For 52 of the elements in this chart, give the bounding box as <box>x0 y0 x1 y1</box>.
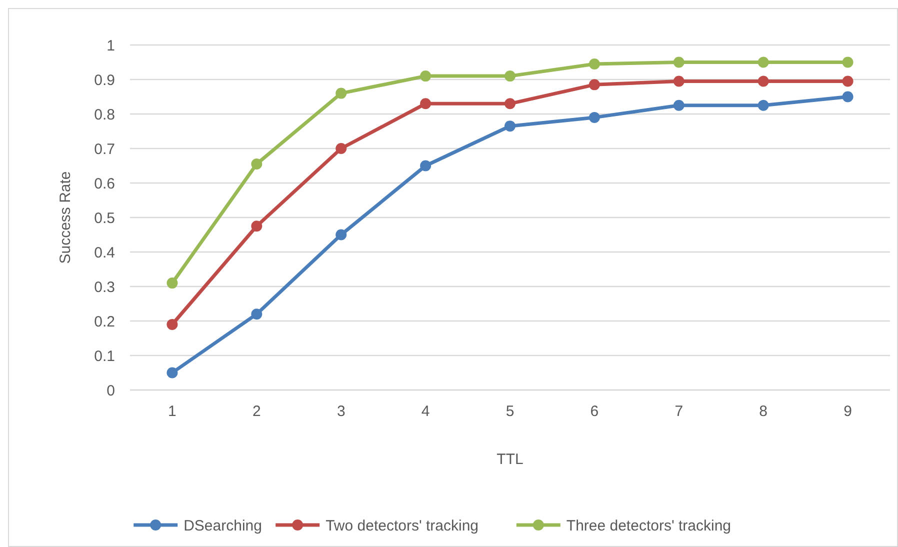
point <box>166 367 178 378</box>
point <box>251 220 262 232</box>
point <box>842 76 854 87</box>
point <box>420 70 432 82</box>
point <box>588 58 600 70</box>
point <box>673 76 684 87</box>
y-tick-label: 0.7 <box>94 140 115 158</box>
point <box>336 88 347 99</box>
y-tick-label: 0.2 <box>94 313 115 330</box>
y-tick-label: 0.1 <box>94 348 115 365</box>
x-tick-label: 1 <box>168 403 176 420</box>
point <box>420 160 432 172</box>
x-tick-label: 8 <box>759 403 768 420</box>
point <box>758 76 769 87</box>
point <box>673 100 684 111</box>
point <box>504 120 516 132</box>
x-tick-label: 6 <box>590 403 599 420</box>
point <box>251 308 262 320</box>
y-tick-label: 0.4 <box>94 244 115 262</box>
y-tick-label: 0.6 <box>94 175 115 192</box>
y-tick-label: 0.5 <box>94 210 115 227</box>
point <box>758 56 769 68</box>
point <box>588 79 600 90</box>
point <box>588 112 600 123</box>
point <box>336 229 347 240</box>
x-tick-label: 5 <box>506 403 514 420</box>
x-tick-label: 4 <box>421 403 430 420</box>
point <box>336 143 347 154</box>
y-axis-title: Success Rate <box>57 171 74 264</box>
y-tick-label: 1 <box>106 37 115 54</box>
point <box>842 91 854 102</box>
point <box>673 56 684 68</box>
point <box>842 56 854 68</box>
point <box>251 158 262 170</box>
point <box>504 98 516 110</box>
x-tick-label: 2 <box>252 403 261 420</box>
point <box>758 100 769 111</box>
x-tick-label: 3 <box>336 403 346 420</box>
y-tick-label: 0.9 <box>94 72 115 89</box>
x-axis-title: TTL <box>496 451 524 468</box>
legend-label: Two detectors' tracking <box>326 517 479 534</box>
y-tick-label: 0 <box>106 382 115 400</box>
point <box>166 318 178 330</box>
point <box>504 70 516 82</box>
y-tick-label: 0.3 <box>94 278 115 296</box>
point <box>420 98 432 110</box>
x-tick-label: 9 <box>844 403 852 420</box>
y-tick-label: 0.8 <box>94 106 115 124</box>
x-tick-label: 7 <box>674 403 684 420</box>
legend-label: Three detectors' tracking <box>566 517 732 534</box>
legend-label: DSearching <box>184 517 262 534</box>
point <box>166 278 178 289</box>
